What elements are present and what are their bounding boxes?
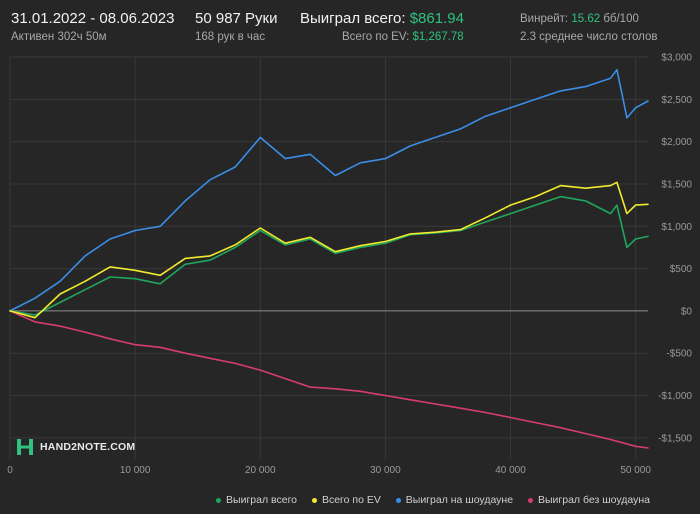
won-total-value: $861.94 — [409, 10, 464, 27]
legend-dot-icon — [216, 497, 222, 503]
y-tick-label: -$500 — [666, 349, 692, 360]
y-tick-label: $1,000 — [661, 222, 692, 233]
series-won-total-line — [9, 195, 649, 316]
tick-labels: 0 10 000 20 000 30 000 40 000 50 000 $3,000 $2,… — [7, 53, 692, 477]
h2n-logo-icon — [17, 439, 33, 455]
winrate-summary: Винрейт: 15.62 бб/100 — [520, 13, 639, 25]
legend-label: Всего по EV — [321, 494, 381, 506]
legend-dot-icon — [528, 497, 533, 503]
series-non-showdown-line — [9, 310, 649, 449]
y-tick-label: $500 — [670, 264, 693, 275]
y-tick-label: $0 — [681, 306, 693, 317]
x-tick-label: 40 000 — [495, 465, 526, 476]
x-tick-label: 50 000 — [620, 465, 651, 476]
legend-label: Выиграл без шоудауна — [538, 494, 650, 506]
legend-label: Выиграл всего — [226, 494, 298, 506]
active-time: Активен 302ч 50м — [11, 31, 107, 43]
series-showdown-line — [9, 68, 649, 312]
y-tick-label: -$1,000 — [658, 391, 692, 402]
date-range: 31.01.2022 - 08.06.2023 — [11, 10, 175, 27]
x-tick-label: 30 000 — [370, 465, 401, 476]
winrate-value: 15.62 — [571, 13, 601, 25]
legend-item-won-total[interactable]: Выиграл всего — [216, 494, 297, 506]
won-total-summary: Выиграл всего: $861.94 — [300, 10, 464, 27]
x-tick-label: 10 000 — [120, 465, 151, 476]
y-tick-label: $2,500 — [661, 95, 692, 106]
series-ev-line — [9, 181, 649, 319]
legend-item-ev[interactable]: Всего по EV — [311, 494, 381, 506]
x-tick-label: 0 — [7, 465, 13, 476]
y-tick-label: $3,000 — [661, 53, 692, 64]
brand-logo: HAND2NOTE.COM — [16, 438, 135, 456]
legend-item-showdown[interactable]: Выиграл на шоудауне — [395, 494, 514, 506]
brand-name: HAND2NOTE.COM — [40, 441, 136, 453]
winrate-unit: бб/100 — [603, 13, 639, 25]
ev-value: $1,267.78 — [412, 31, 464, 43]
legend-dot-icon — [311, 497, 317, 503]
y-tick-label: -$1,500 — [658, 433, 692, 444]
grid — [9, 56, 648, 459]
profit-graph: 0 10 000 20 000 30 000 40 000 50 000 $3,000 $2,… — [7, 53, 692, 477]
ev-summary: Всего по EV: $1,267.78 — [342, 31, 464, 43]
y-tick-label: $2,000 — [661, 137, 692, 148]
won-total-label: Выиграл всего: — [300, 10, 406, 27]
hands-per-hour: 168 рук в час — [195, 31, 266, 43]
legend-dot-icon — [395, 497, 401, 503]
chart-legend: Выиграл всего Всего по EV Выиграл на шоу… — [204, 494, 650, 506]
ev-label: Всего по EV: — [342, 31, 410, 43]
hands-count: 50 987 Руки — [195, 10, 278, 27]
summary-header: 31.01.2022 - 08.06.2023 Активен 302ч 50м… — [0, 0, 700, 52]
legend-item-non-showdown[interactable]: Выиграл без шоудауна — [528, 494, 650, 506]
series-lines — [9, 68, 649, 449]
x-tick-label: 20 000 — [245, 465, 276, 476]
avg-tables: 2.3 среднее число столов — [520, 31, 658, 43]
legend-label: Выиграл на шоудауне — [405, 494, 514, 506]
winrate-label: Винрейт: — [520, 13, 569, 25]
y-tick-label: $1,500 — [661, 179, 692, 190]
